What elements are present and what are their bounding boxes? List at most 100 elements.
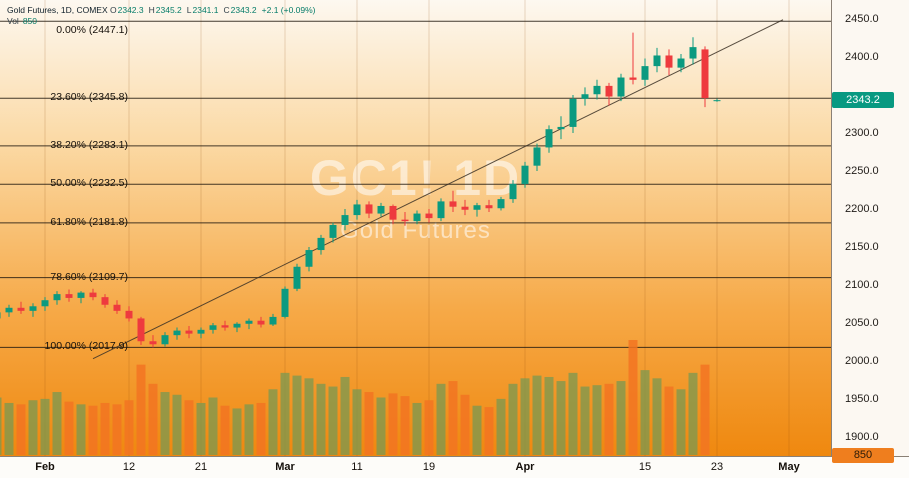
price-tick-label: 2400.0 (845, 51, 879, 63)
chart-canvas[interactable] (0, 0, 831, 456)
volume-bar (700, 364, 710, 455)
candle-body (593, 85, 601, 95)
volume-bar (424, 400, 434, 455)
candle-body (581, 94, 589, 99)
time-tick-label: 12 (122, 461, 136, 473)
trend-line[interactable] (92, 19, 784, 360)
candle-body (497, 199, 505, 209)
legend: Gold Futures, 1D, COMEX O2342.3 H2345.2 L2… (7, 5, 321, 27)
volume-bar (448, 381, 458, 455)
candle-body (713, 100, 721, 102)
candle-body (377, 205, 385, 214)
volume-bar (628, 340, 638, 455)
candle-body (485, 205, 493, 209)
time-axis[interactable]: Feb 12 21 Mar 11 19 Apr 15 23 May (0, 456, 909, 478)
volume-bar (4, 402, 14, 455)
candle-body (245, 320, 253, 324)
candle-body (329, 224, 337, 238)
candle-body (425, 213, 433, 219)
ohlc-value: 2345.2 (155, 5, 182, 15)
candle-body (269, 316, 277, 325)
candle-body (509, 183, 517, 200)
candle-body (221, 325, 229, 328)
volume-bar (64, 401, 74, 455)
candle-body (641, 66, 649, 80)
candle-body (689, 47, 697, 59)
candle-body (125, 310, 133, 319)
volume-bar (304, 378, 314, 455)
volume-bar (412, 402, 422, 455)
candle-body (41, 300, 49, 307)
volume-bar (460, 394, 470, 455)
candle-body (161, 335, 169, 345)
ohlc-key: H (148, 5, 155, 15)
volume-bar (268, 389, 278, 455)
volume-bar (292, 375, 302, 455)
volume-bar (88, 405, 98, 455)
candle-body (209, 325, 217, 330)
candle-body (197, 329, 205, 334)
volume-label: Vol (7, 16, 19, 26)
ohlc-key: O (110, 5, 117, 15)
candle-body (185, 330, 193, 334)
volume-bar (352, 389, 362, 455)
ohlc-key: C (223, 5, 230, 15)
volume-bar (340, 376, 350, 455)
volume-bar (40, 398, 50, 455)
volume-bar (0, 397, 2, 455)
candle-body (29, 306, 37, 311)
ohlc-value: 2341.1 (192, 5, 219, 15)
price-tick-label: 2100.0 (845, 279, 879, 291)
volume-bar (688, 372, 698, 455)
volume-bar (328, 386, 338, 455)
candle-body (521, 165, 529, 184)
candle-body (233, 323, 241, 328)
volume-bar (556, 381, 566, 455)
volume-bar (472, 405, 482, 455)
candle-body (473, 205, 481, 210)
price-tick-label: 2150.0 (845, 241, 879, 253)
candle-body (101, 297, 109, 305)
candle-body (353, 204, 361, 216)
price-tick-label: 1950.0 (845, 393, 879, 405)
volume-bar (100, 402, 110, 455)
time-tick-label: 19 (422, 461, 436, 473)
volume-bar (496, 398, 506, 455)
candle-body (677, 58, 685, 68)
volume-bar (544, 376, 554, 455)
volume-bar (676, 389, 686, 455)
volume-bar (520, 378, 530, 455)
candle-body (149, 341, 157, 345)
volume-bar (160, 392, 170, 455)
candle-body (701, 49, 709, 99)
time-tick-label: 21 (194, 461, 208, 473)
candle-body (173, 330, 181, 336)
volume-bar (136, 364, 146, 455)
price-tick-label: 1900.0 (845, 431, 879, 443)
volume-bar (604, 383, 614, 455)
volume-bar (508, 383, 518, 455)
volume-bar (568, 372, 578, 455)
volume-bar (532, 375, 542, 455)
candle-body (281, 288, 289, 317)
time-tick-label: 15 (638, 461, 652, 473)
candle-body (605, 85, 613, 97)
volume-bar (364, 392, 374, 455)
candle-body (341, 215, 349, 225)
candle-body (389, 205, 397, 220)
ohlc-value: 2343.2 (230, 5, 257, 15)
candle-body (413, 213, 421, 222)
price-axis[interactable]: 2450.0 2400.0 2300.0 2250.0 2200.0 2150.0 2100… (831, 0, 909, 456)
candle-body (5, 307, 13, 313)
symbol-title[interactable]: Gold Futures, 1D, COMEX (7, 5, 108, 15)
candle-body (653, 55, 661, 67)
volume-bar (16, 404, 26, 455)
volume-bar (184, 400, 194, 455)
volume-bar (436, 383, 446, 455)
volume-bar (220, 405, 230, 455)
candle-body (137, 318, 145, 342)
volume-bar (196, 402, 206, 455)
candle-body (545, 129, 553, 148)
candle-body (437, 201, 445, 219)
